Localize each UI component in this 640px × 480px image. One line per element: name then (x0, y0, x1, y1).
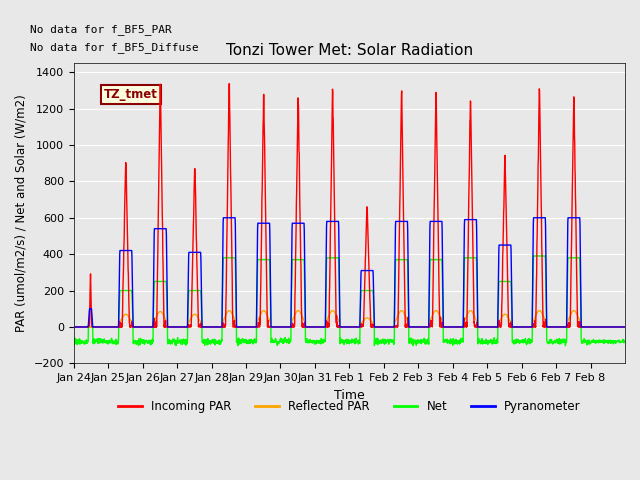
Text: No data for f_BF5_PAR: No data for f_BF5_PAR (29, 24, 172, 35)
Text: TZ_tmet: TZ_tmet (104, 87, 158, 101)
Y-axis label: PAR (umol/m2/s) / Net and Solar (W/m2): PAR (umol/m2/s) / Net and Solar (W/m2) (15, 95, 28, 332)
Text: No data for f_BF5_Diffuse: No data for f_BF5_Diffuse (29, 42, 198, 53)
X-axis label: Time: Time (334, 389, 365, 402)
Legend: Incoming PAR, Reflected PAR, Net, Pyranometer: Incoming PAR, Reflected PAR, Net, Pyrano… (113, 395, 586, 418)
Title: Tonzi Tower Met: Solar Radiation: Tonzi Tower Met: Solar Radiation (226, 43, 473, 58)
